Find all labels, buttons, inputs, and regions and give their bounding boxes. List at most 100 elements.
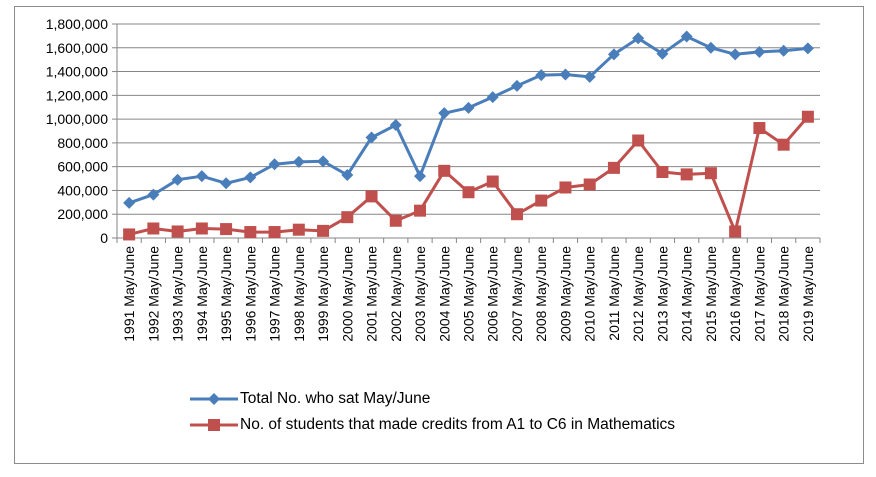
data-point — [438, 107, 451, 120]
data-point — [171, 173, 184, 186]
x-tick-label: 1992 May/June — [145, 246, 161, 342]
legend-item-series-1: Total No. who sat May/June — [190, 386, 675, 412]
data-point — [753, 45, 766, 58]
data-point — [123, 196, 136, 209]
x-tick-label: 1991 May/June — [121, 246, 137, 342]
data-point — [220, 223, 233, 236]
x-tick-label: 2018 May/June — [776, 246, 792, 342]
data-point — [680, 30, 693, 43]
x-tick-label: 2001 May/June — [364, 246, 380, 342]
y-tick-label: 200,000 — [57, 206, 108, 222]
data-point — [704, 167, 717, 180]
data-point — [123, 228, 136, 241]
data-point — [341, 211, 354, 224]
x-tick-label: 2006 May/June — [485, 246, 501, 342]
data-point — [268, 158, 281, 171]
y-tick-label: 1,000,000 — [46, 111, 108, 127]
data-point — [583, 70, 596, 83]
legend-label-series-2: No. of students that made credits from A… — [240, 416, 676, 433]
data-point — [535, 194, 548, 207]
data-point — [147, 188, 160, 201]
x-tick-label: 2019 May/June — [800, 246, 816, 342]
y-tick-label: 1,400,000 — [46, 64, 108, 80]
data-point — [365, 131, 378, 144]
x-tick-label: 2008 May/June — [533, 246, 549, 342]
x-tick-label: 2000 May/June — [339, 246, 355, 342]
data-point — [171, 225, 184, 238]
data-point — [656, 47, 669, 60]
data-point — [195, 170, 208, 183]
square-marker-icon — [190, 419, 238, 431]
data-point — [632, 134, 645, 147]
series-2 — [123, 110, 814, 241]
series-1 — [123, 30, 814, 209]
data-point — [414, 204, 427, 217]
data-point — [583, 178, 596, 191]
data-point — [317, 155, 330, 168]
x-tick-label: 1998 May/June — [291, 246, 307, 342]
legend-item-series-2: No. of students that made credits from A… — [190, 412, 675, 438]
data-point — [753, 122, 766, 135]
x-tick-label: 2007 May/June — [509, 246, 525, 342]
data-point — [292, 155, 305, 168]
chart-frame — [14, 6, 864, 464]
x-tick-label: 1997 May/June — [267, 246, 283, 342]
x-tick-label: 1994 May/June — [194, 246, 210, 342]
legend-label-series-1: Total No. who sat May/June — [240, 390, 431, 407]
data-point — [389, 214, 402, 227]
data-point — [535, 69, 548, 82]
data-point — [462, 186, 475, 199]
x-tick-label: 2014 May/June — [679, 246, 695, 342]
data-point — [462, 101, 475, 114]
y-tick-label: 600,000 — [57, 159, 108, 175]
data-point — [559, 68, 572, 81]
data-point — [414, 170, 427, 183]
data-point — [680, 168, 693, 181]
gridlines — [117, 23, 820, 215]
data-point — [486, 91, 499, 104]
axes — [112, 23, 821, 243]
data-point — [292, 223, 305, 236]
data-point — [341, 168, 354, 181]
y-tick-label: 0 — [100, 230, 108, 246]
data-point — [607, 48, 620, 61]
y-tick-label: 800,000 — [57, 135, 108, 151]
x-tick-label: 2015 May/June — [703, 246, 719, 342]
data-point — [220, 177, 233, 190]
data-point — [510, 79, 523, 92]
x-tick-label: 2016 May/June — [727, 246, 743, 342]
y-tick-label: 1,800,000 — [46, 16, 108, 32]
x-tick-label: 2011 May/June — [606, 246, 622, 341]
data-point — [244, 171, 257, 184]
data-point — [801, 110, 814, 123]
x-tick-label: 2013 May/June — [654, 246, 670, 342]
x-tick-label: 2005 May/June — [461, 246, 477, 342]
data-point — [704, 41, 717, 54]
x-tick-label: 1996 May/June — [242, 246, 258, 342]
data-point — [559, 181, 572, 194]
data-point — [486, 175, 499, 188]
data-point — [607, 161, 620, 174]
data-point — [729, 48, 742, 61]
x-tick-label: 2009 May/June — [557, 246, 573, 342]
data-point — [317, 224, 330, 237]
x-tick-label: 2003 May/June — [412, 246, 428, 342]
data-point — [729, 225, 742, 238]
data-point — [147, 222, 160, 235]
data-point — [389, 119, 402, 132]
x-tick-label: 2010 May/June — [582, 246, 598, 342]
x-tick-label: 2017 May/June — [751, 246, 767, 342]
data-point — [195, 222, 208, 235]
series — [123, 30, 814, 241]
data-point — [510, 208, 523, 221]
chart-legend: Total No. who sat May/June No. of studen… — [190, 386, 675, 438]
y-tick-label: 1,200,000 — [46, 87, 108, 103]
data-point — [777, 44, 790, 57]
data-point — [777, 138, 790, 151]
x-tick-label: 1995 May/June — [218, 246, 234, 342]
data-point — [365, 190, 378, 203]
x-tick-label: 2004 May/June — [436, 246, 452, 342]
x-axis-tick-labels: 1991 May/June 1992 May/June 1993 May/June 1… — [121, 246, 816, 342]
data-point — [632, 32, 645, 45]
